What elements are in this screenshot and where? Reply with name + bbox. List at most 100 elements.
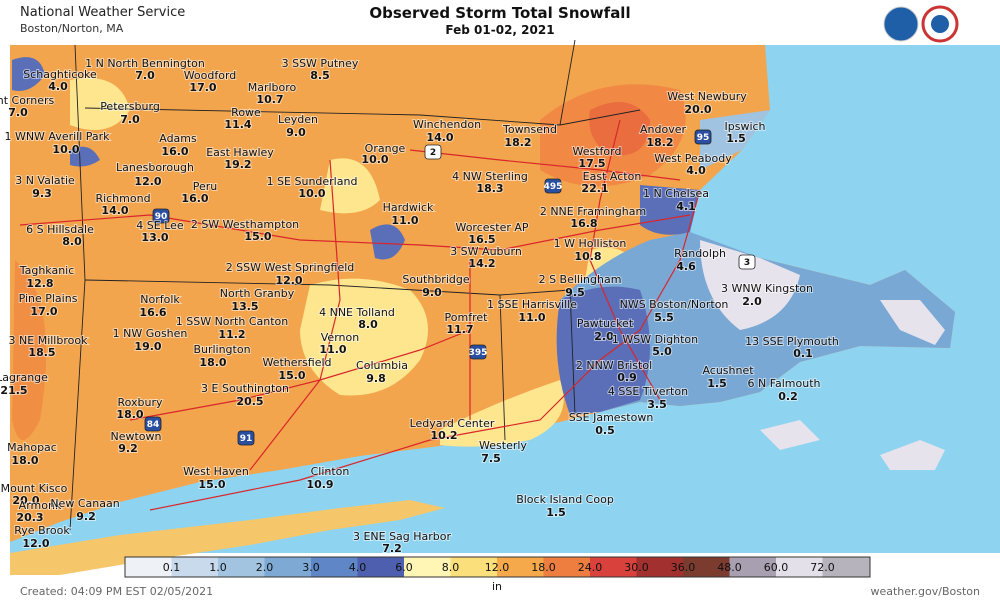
legend-label: 1.0 bbox=[209, 561, 227, 574]
station-value: 19.0 bbox=[134, 340, 161, 353]
station-name: 3 ENE Sag Harbor bbox=[353, 530, 452, 543]
created: Created: 04:09 PM EST 02/05/2021 bbox=[20, 585, 213, 598]
route-number: 3 bbox=[744, 258, 750, 268]
station-name: Burlington bbox=[193, 343, 250, 356]
station-name: Orange bbox=[365, 142, 406, 155]
route-shield bbox=[694, 129, 712, 145]
station-value: 11.0 bbox=[391, 214, 418, 227]
station-value: 2.0 bbox=[594, 330, 614, 343]
title: Observed Storm Total Snowfall bbox=[369, 4, 630, 22]
station-name: 2 SSW West Springfield bbox=[226, 261, 355, 274]
station-name: Pine Plains bbox=[19, 292, 78, 305]
station-name: Vernon bbox=[321, 331, 359, 344]
station-name: Norfolk bbox=[140, 293, 180, 306]
station-value: 4.6 bbox=[676, 260, 696, 273]
subtitle: Feb 01-02, 2021 bbox=[445, 23, 554, 37]
station-value: 16.8 bbox=[570, 217, 597, 230]
legend-label: 12.0 bbox=[485, 561, 510, 574]
station-name: West Haven bbox=[183, 465, 249, 478]
station-value: 10.8 bbox=[574, 250, 601, 263]
station-name: Ipswich bbox=[724, 120, 765, 133]
station-value: 4.0 bbox=[48, 80, 68, 93]
station-value: 7.2 bbox=[382, 542, 402, 555]
station-value: 11.0 bbox=[319, 343, 346, 356]
station-value: 0.2 bbox=[778, 390, 798, 403]
station-value: 0.9 bbox=[617, 371, 637, 384]
station-name: 4 SSE Tiverton bbox=[608, 385, 688, 398]
station-value: 10.0 bbox=[52, 143, 79, 156]
site: weather.gov/Boston bbox=[870, 585, 980, 598]
station-name: 3 NE Millbrook bbox=[9, 334, 89, 347]
station-name: Taghkanic bbox=[19, 264, 75, 277]
station-name: 1 SSW North Canton bbox=[176, 315, 289, 328]
station-value: 9.3 bbox=[32, 187, 52, 200]
land bbox=[10, 45, 955, 542]
station-name: Andover bbox=[640, 123, 686, 136]
station-name: Townsend bbox=[502, 123, 557, 136]
route-shield bbox=[738, 254, 756, 270]
station-value: 15.0 bbox=[244, 230, 271, 243]
station-name: Block Island Coop bbox=[516, 493, 614, 506]
station-value: 7.5 bbox=[481, 452, 501, 465]
station-name: Newtown bbox=[110, 430, 161, 443]
station-name: 2 NNE Framingham bbox=[540, 205, 646, 218]
station-name: 1 WNW Averill Park bbox=[4, 130, 110, 143]
route-number: 95 bbox=[697, 133, 710, 143]
station-name: 1 NW Goshen bbox=[113, 327, 188, 340]
station-value: 16.5 bbox=[468, 233, 495, 246]
station-name: 4 NW Sterling bbox=[452, 170, 528, 183]
station-name: 1 N Chelsea bbox=[643, 187, 709, 200]
station-name: 2 NNW Bristol bbox=[576, 359, 652, 372]
station-name: North Granby bbox=[220, 287, 295, 300]
station-value: 12.0 bbox=[275, 274, 302, 287]
station-name: Schaghticoke bbox=[23, 68, 97, 81]
station-value: 9.5 bbox=[565, 286, 585, 299]
station-value: 18.2 bbox=[646, 136, 673, 149]
station-name: Armonk bbox=[19, 499, 62, 512]
station-name: 4 SE Lee bbox=[136, 219, 184, 232]
station-value: 12.0 bbox=[134, 175, 161, 188]
station-value: 10.2 bbox=[430, 429, 457, 442]
station-name: East Hawley bbox=[206, 146, 274, 159]
legend-label: 4.0 bbox=[349, 561, 367, 574]
route-number: 495 bbox=[544, 182, 563, 192]
station-value: 9.0 bbox=[422, 286, 442, 299]
station-name: Lagrange bbox=[0, 371, 48, 384]
station-value: 1.5 bbox=[546, 506, 566, 519]
station-name: Westerly bbox=[479, 439, 527, 452]
station-value: 17.0 bbox=[30, 305, 57, 318]
station-value: 17.5 bbox=[578, 157, 605, 170]
station-value: 22.1 bbox=[581, 182, 608, 195]
station-name: 3 N Valatie bbox=[15, 174, 75, 187]
station-value: 18.5 bbox=[28, 346, 55, 359]
station-value: 15.0 bbox=[198, 478, 225, 491]
route-shield bbox=[152, 208, 170, 224]
station-value: 7.0 bbox=[120, 113, 140, 126]
station-name: Peru bbox=[193, 180, 218, 193]
station-name: Rowe bbox=[231, 106, 261, 119]
route-shield bbox=[469, 344, 487, 360]
station-name: Southbridge bbox=[402, 273, 469, 286]
legend-label: 72.0 bbox=[810, 561, 835, 574]
station-name: 1 SSE Harrisville bbox=[487, 298, 577, 311]
agency: National Weather Service bbox=[20, 5, 185, 20]
station-value: 19.2 bbox=[224, 158, 251, 171]
legend-unit: in bbox=[492, 580, 502, 593]
station-value: 20.3 bbox=[16, 511, 43, 524]
legend-label: 0.1 bbox=[163, 561, 181, 574]
cape-cod bbox=[760, 300, 945, 470]
station-name: Hardwick bbox=[383, 201, 434, 214]
station-name: Westford bbox=[573, 145, 622, 158]
station-name: East Acton bbox=[583, 170, 642, 183]
station-name: Pawtucket bbox=[577, 317, 634, 330]
station-name: Lanesborough bbox=[116, 161, 194, 174]
legend-label: 24.0 bbox=[578, 561, 603, 574]
station-value: 7.0 bbox=[8, 106, 28, 119]
station-name: SSE Jamestown bbox=[569, 411, 654, 424]
station-value: 2.0 bbox=[742, 295, 762, 308]
station-value: 18.0 bbox=[11, 454, 38, 467]
legend-label: 6.0 bbox=[395, 561, 413, 574]
station-name: 1 SE Sunderland bbox=[267, 175, 358, 188]
station-name: Leyden bbox=[278, 113, 318, 126]
